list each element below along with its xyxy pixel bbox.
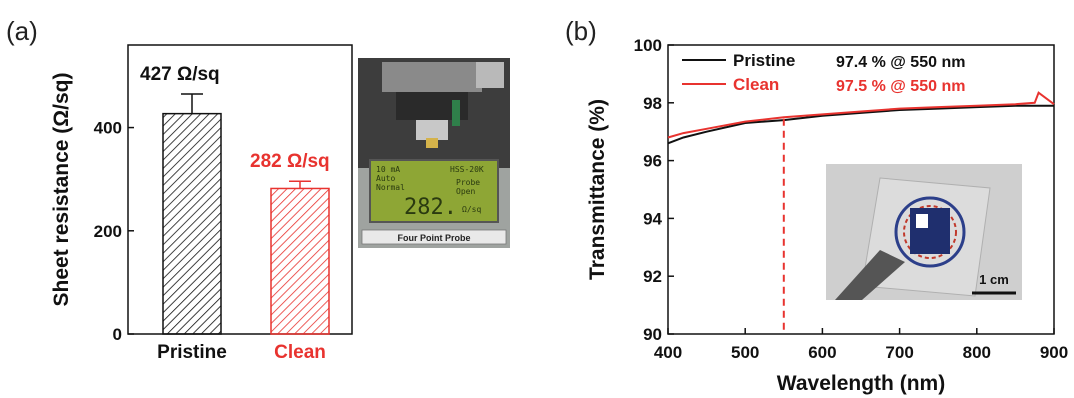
y-tick-label: 94 <box>643 209 662 228</box>
annotation-clean: 97.5 % @ 550 nm <box>836 78 965 95</box>
x-tick-label: 900 <box>1040 343 1068 362</box>
legend-label-pristine: Pristine <box>733 51 795 70</box>
y-axis-title: Transmittance (%) <box>586 99 609 280</box>
probe-screen-text: Open <box>456 187 475 196</box>
annotation-pristine: 97.4 % @ 550 nm <box>836 54 965 71</box>
x-tick-label: 700 <box>885 343 913 362</box>
y-axis-title: Sheet resistance (Ω/sq) <box>50 73 73 307</box>
panel-a-label: (a) <box>6 16 38 46</box>
x-category-label: Pristine <box>157 342 227 363</box>
y-tick-label: 96 <box>643 152 662 171</box>
panel-b-label: (b) <box>565 16 597 46</box>
series-line-clean <box>667 91 1055 139</box>
y-tick-label: 0 <box>113 325 122 344</box>
x-tick-label: 500 <box>731 343 759 362</box>
y-tick-label: 100 <box>634 36 662 55</box>
probe-screen-text: Auto <box>376 174 395 183</box>
x-tick-label: 800 <box>963 343 991 362</box>
y-tick-label: 400 <box>94 119 122 138</box>
line-chart: 400 500 600 700 800 900 90 92 94 96 98 100 Wavelengt… <box>586 36 1068 395</box>
y-tick-label: 92 <box>643 267 662 286</box>
legend-label-clean: Clean <box>733 75 779 94</box>
x-axis-title: Wavelength (nm) <box>777 372 945 395</box>
probe-screen-text: 10 mA <box>376 165 400 174</box>
probe-screen-text: HSS-20K <box>450 165 484 174</box>
bar-chart: 0 200 400 Sheet resistance (Ω/sq) Pristine Cl… <box>50 44 353 363</box>
scale-bar-label: 1 cm <box>979 272 1009 287</box>
bar-clean <box>270 187 330 335</box>
probe-screen-value: 282. <box>404 195 457 220</box>
four-point-probe-photo: 10 mA Auto Normal HSS-20K Probe Open 282… <box>358 58 510 248</box>
x-tick-label: 400 <box>654 343 682 362</box>
x-tick-label: 600 <box>808 343 836 362</box>
y-tick-label: 98 <box>643 94 662 113</box>
probe-screen-text: Normal <box>376 183 405 192</box>
series-line-pristine <box>667 104 1054 145</box>
plot-frame <box>127 44 353 335</box>
probe-caption: Four Point Probe <box>398 233 471 243</box>
probe-screen-text: Probe <box>456 178 480 187</box>
film-sample-photo: 1 cm <box>826 164 1022 300</box>
plot-frame <box>667 44 1055 335</box>
y-tick-label: 90 <box>643 325 662 344</box>
data-label-pristine: 427 Ω/sq <box>140 64 220 85</box>
data-label-clean: 282 Ω/sq <box>250 151 330 172</box>
x-category-label: Clean <box>274 342 326 363</box>
probe-screen-unit: Ω/sq <box>462 205 481 214</box>
y-tick-label: 200 <box>94 222 122 241</box>
bar-pristine <box>162 112 222 335</box>
